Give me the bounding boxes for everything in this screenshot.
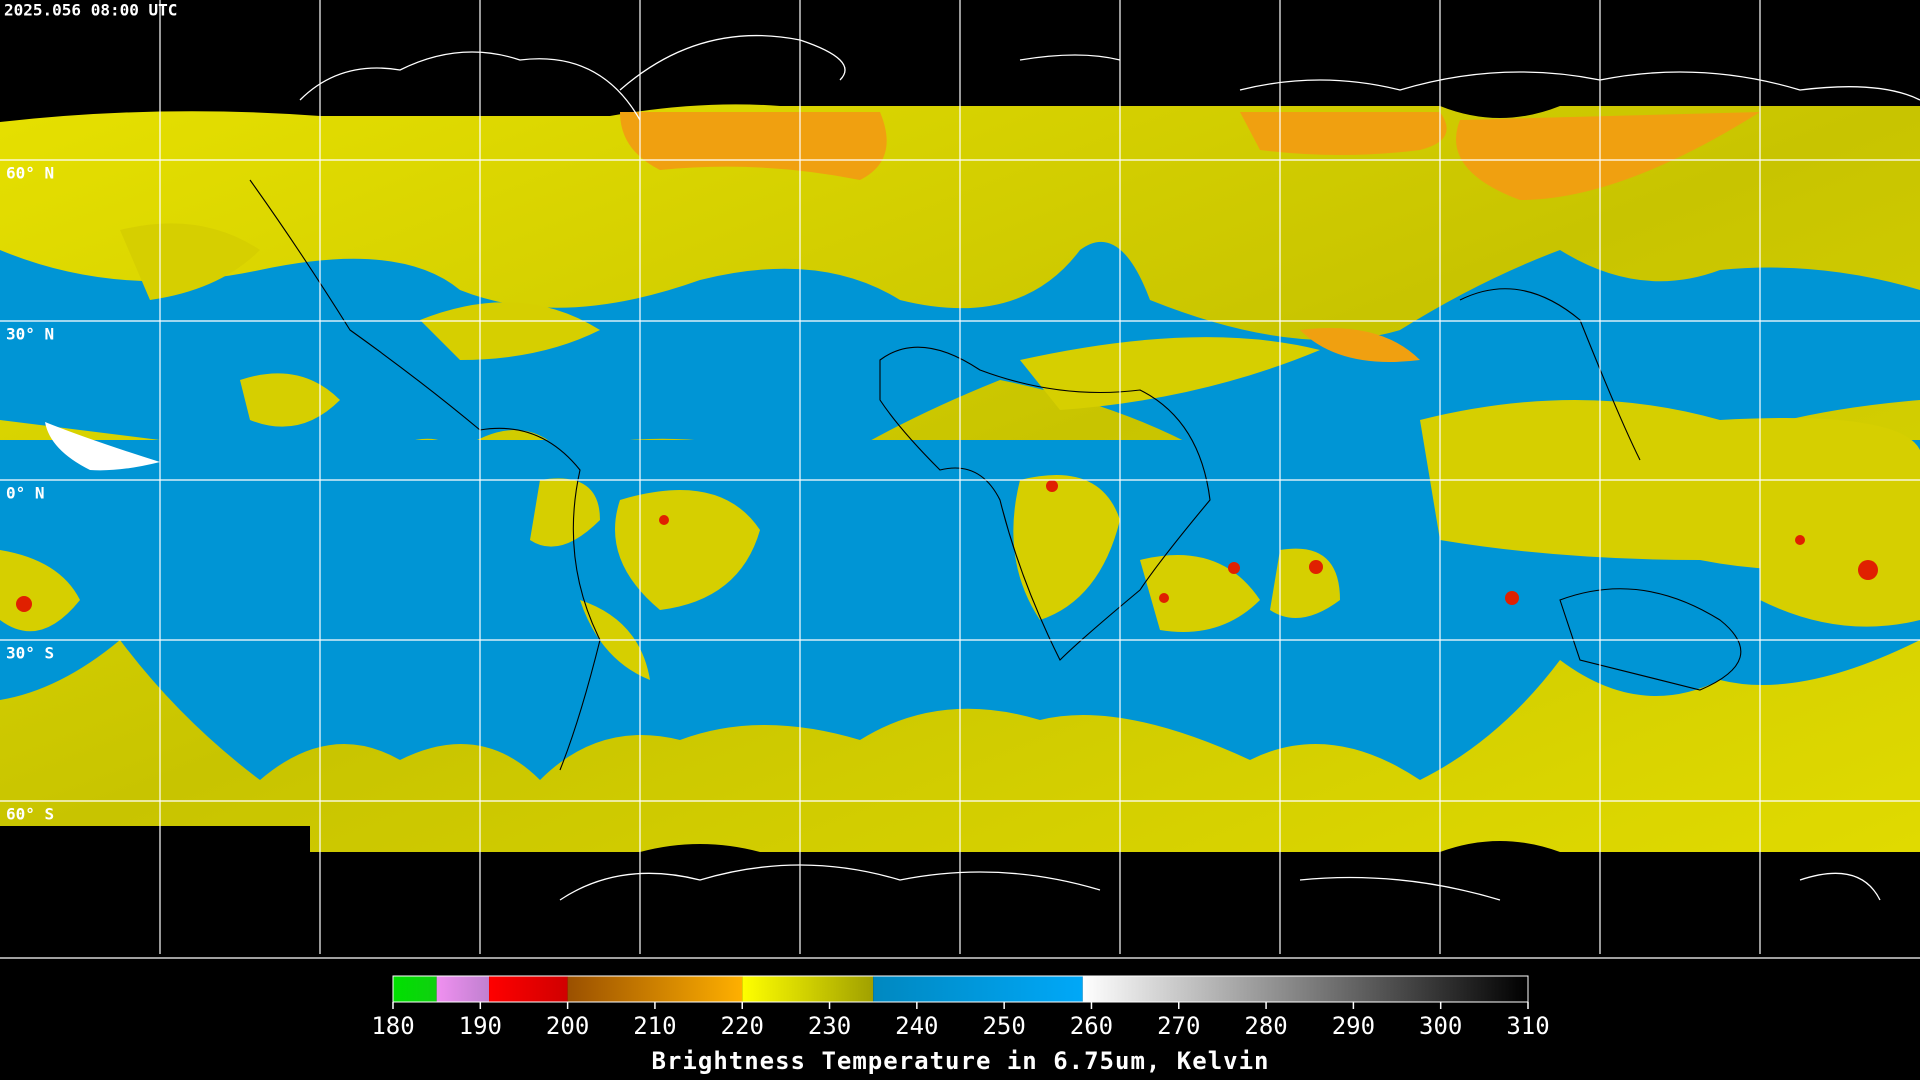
colorbar-segment bbox=[873, 976, 1083, 1002]
colorbar-tick-label: 190 bbox=[459, 1012, 502, 1040]
colorbar-tick-label: 250 bbox=[982, 1012, 1025, 1040]
colorbar-tick-label: 180 bbox=[371, 1012, 414, 1040]
convective-cores bbox=[16, 480, 1878, 612]
colorbar-segment bbox=[567, 976, 743, 1002]
colorbar-tick-label: 200 bbox=[546, 1012, 589, 1040]
colorbar-tick-label: 270 bbox=[1157, 1012, 1200, 1040]
cold-upper-regions bbox=[620, 112, 1760, 362]
colorbar-segment bbox=[436, 976, 490, 1002]
colorbar-segment bbox=[1082, 976, 1528, 1002]
colorbar-tick-label: 230 bbox=[808, 1012, 851, 1040]
lat-label: 0° N bbox=[6, 484, 45, 503]
colorbar-segment bbox=[489, 976, 568, 1002]
colorbar-tick-label: 290 bbox=[1332, 1012, 1375, 1040]
lat-label: 30° N bbox=[6, 325, 54, 344]
colorbar-segment bbox=[393, 976, 437, 1002]
graticule: 60° N 30° N 0° N 30° S 60° S bbox=[0, 0, 1920, 954]
warm-spot bbox=[45, 422, 160, 471]
colorbar-tick-label: 280 bbox=[1244, 1012, 1287, 1040]
colorbar-frame bbox=[392, 975, 1529, 1003]
colorbar: 180 190 200 210 220 230 240 250 260 270 280 290 300 3… bbox=[371, 975, 1550, 1040]
colorbar-tick-label: 310 bbox=[1506, 1012, 1549, 1040]
colorbar-tick-label: 240 bbox=[895, 1012, 938, 1040]
lat-label: 60° S bbox=[6, 805, 54, 824]
colorbar-tick-label: 260 bbox=[1070, 1012, 1113, 1040]
timestamp: 2025.056 08:00 UTC bbox=[4, 1, 177, 20]
colorbar-tick-label: 220 bbox=[721, 1012, 764, 1040]
lat-label: 60° N bbox=[6, 164, 54, 183]
colorbar-title: Brightness Temperature in 6.75um, Kelvin bbox=[652, 1047, 1270, 1075]
colorbar-tick-label: 300 bbox=[1419, 1012, 1462, 1040]
lat-label: 30° S bbox=[6, 644, 54, 663]
colorbar-tick-label: 210 bbox=[633, 1012, 676, 1040]
colorbar-segment bbox=[742, 976, 874, 1002]
